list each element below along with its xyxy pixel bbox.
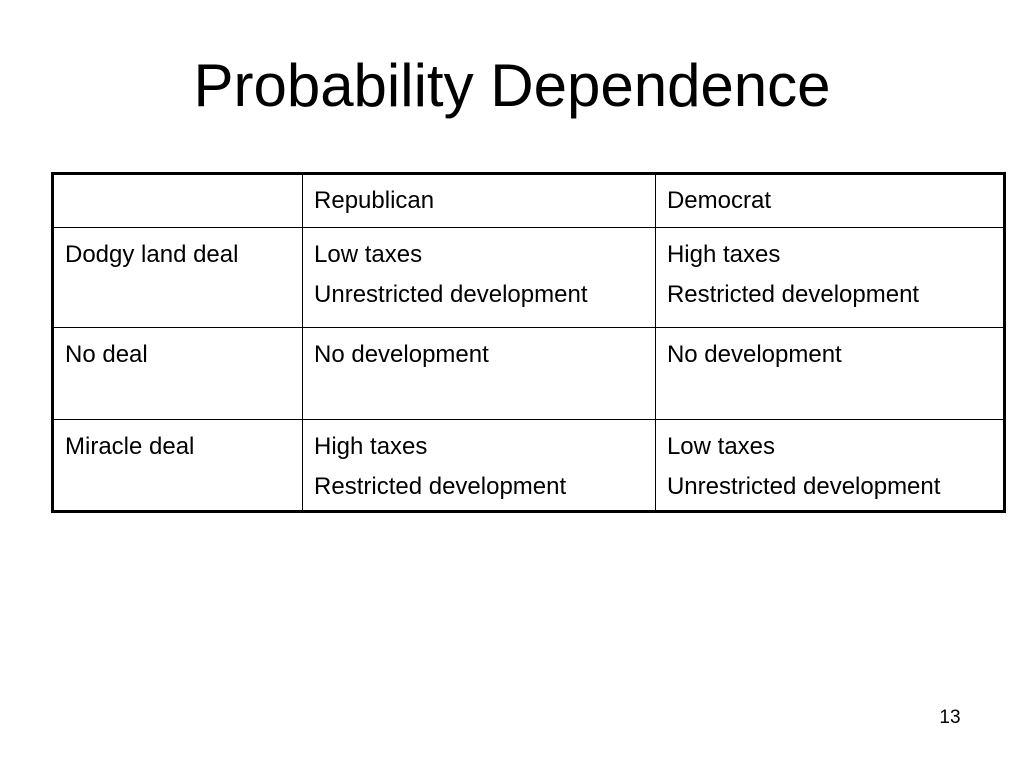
cell-line: Restricted development [666,281,920,308]
cell-line: High taxes [314,433,428,460]
republican-cell: Low taxes Unrestricted development [302,227,656,328]
democrat-cell: No development [654,327,1006,420]
row-label: No deal [51,327,304,420]
row-label-text: Dodgy land deal [65,241,239,268]
cell-line: Low taxes [666,433,776,460]
cell-line: No development [666,341,842,368]
row-label-text: Miracle deal [65,433,195,460]
table-header-row: Republican Democrat [51,173,1006,228]
republican-cell: No development [302,327,656,420]
table-row: Miracle deal High taxes Restricted devel… [51,419,1006,512]
cell-line: Low taxes [314,241,423,268]
democrat-cell: Low taxes Unrestricted development [654,419,1006,512]
cell-line: Unrestricted development [666,473,941,500]
cell-line: High taxes [666,241,781,268]
row-label: Dodgy land deal [51,227,304,328]
outcome-table: Republican Democrat Dodgy land deal Low … [51,172,1006,513]
row-label-text: No deal [65,341,148,368]
table-row: No deal No development No development [51,327,1006,420]
header-republican: Republican [302,173,656,228]
republican-cell: High taxes Restricted development [302,419,656,512]
table-row: Dodgy land deal Low taxes Unrestricted d… [51,227,1006,328]
democrat-cell: High taxes Restricted development [654,227,1006,328]
slide-title: Probability Dependence [193,52,831,119]
page-number: 13 [939,707,961,728]
header-blank-cell [51,173,304,228]
row-label: Miracle deal [51,419,304,512]
cell-line: Restricted development [314,473,567,500]
cell-line: Unrestricted development [314,281,588,308]
cell-line: No development [314,341,489,368]
header-democrat: Democrat [654,173,1006,228]
